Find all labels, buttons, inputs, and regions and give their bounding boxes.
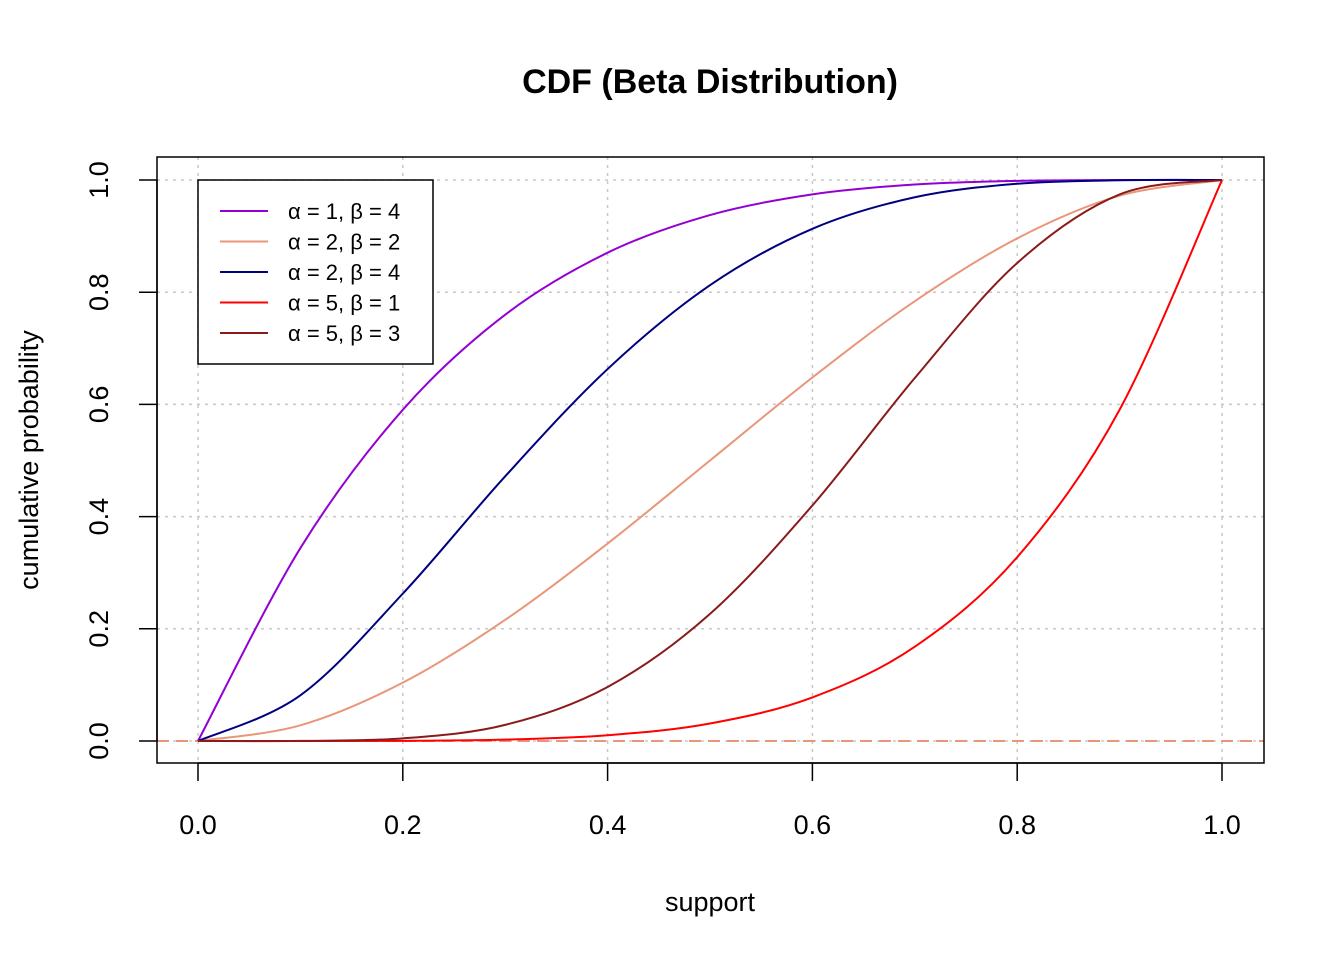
x-tick-label: 0.2 — [384, 810, 422, 840]
x-tick-label: 0.8 — [998, 810, 1036, 840]
x-axis: 0.0 0.2 0.4 0.6 0.8 1.0 — [179, 762, 1241, 840]
series-line-3 — [197, 178, 1223, 742]
legend-label: α = 1, β = 4 — [288, 199, 400, 224]
y-tick-label: 0.2 — [84, 610, 114, 648]
x-tick-label: 0.4 — [589, 810, 627, 840]
y-axis: 0.0 0.2 0.4 0.6 0.8 1.0 — [84, 161, 158, 760]
series-line-4 — [197, 179, 1223, 743]
legend-label: α = 2, β = 2 — [288, 230, 400, 255]
x-tick-label: 0.6 — [794, 810, 832, 840]
chart-title: CDF (Beta Distribution) — [522, 63, 898, 101]
y-tick-label: 1.0 — [84, 161, 114, 199]
series-group — [197, 178, 1223, 743]
x-axis-label: support — [665, 887, 756, 917]
legend-label: α = 5, β = 3 — [288, 321, 400, 346]
series-line-2 — [197, 179, 1223, 742]
x-tick-label: 0.0 — [179, 810, 217, 840]
y-tick-label: 0.0 — [84, 722, 114, 760]
legend-label: α = 2, β = 4 — [288, 260, 400, 285]
series-line-5 — [197, 179, 1223, 743]
y-tick-label: 0.6 — [84, 386, 114, 424]
legend: α = 1, β = 4 α = 2, β = 2 α = 2, β = 4 α = … — [197, 179, 434, 365]
legend-label: α = 5, β = 1 — [288, 291, 400, 316]
y-axis-label: cumulative probability — [14, 330, 44, 590]
x-tick-label: 1.0 — [1203, 810, 1241, 840]
series-line-1 — [197, 178, 1223, 742]
y-tick-label: 0.4 — [84, 498, 114, 536]
y-tick-label: 0.8 — [84, 273, 114, 311]
